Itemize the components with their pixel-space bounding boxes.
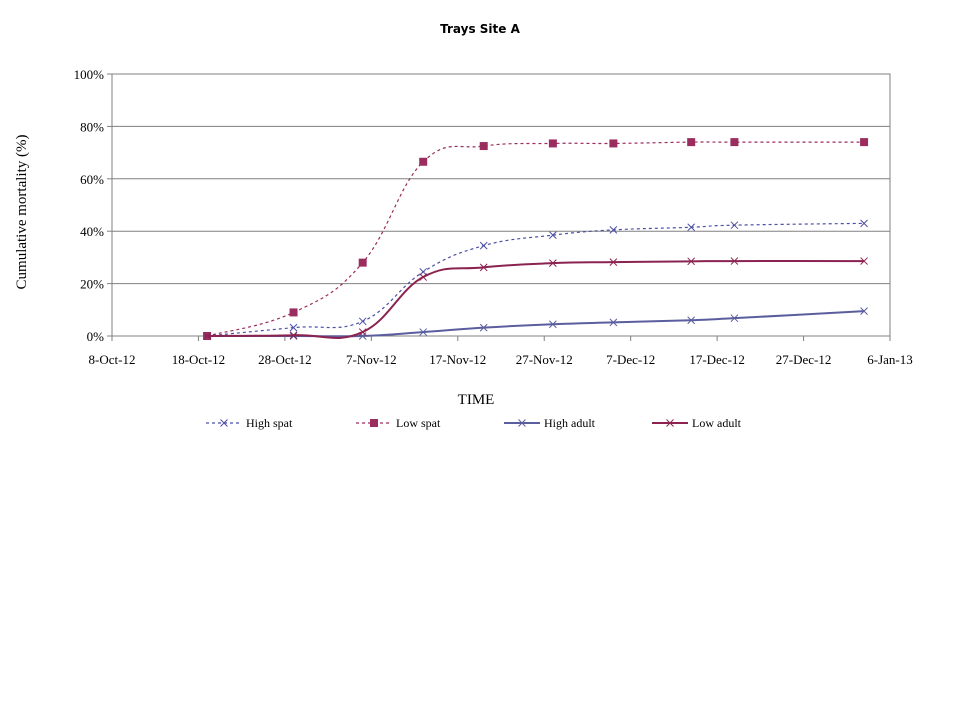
series-low-adult — [203, 257, 868, 340]
data-point — [730, 221, 739, 230]
data-point — [609, 318, 618, 327]
y-tick-label: 0% — [87, 329, 105, 344]
x-tick-label: 28-Oct-12 — [258, 352, 311, 367]
data-point — [549, 320, 557, 329]
plot-area — [111, 73, 891, 337]
data-point — [289, 323, 298, 332]
data-point — [358, 317, 367, 326]
legend-marker — [220, 419, 228, 427]
data-point — [730, 257, 739, 265]
legend-label: High adult — [544, 416, 596, 430]
series-line — [207, 310, 865, 338]
legend-marker — [666, 419, 674, 427]
data-point — [479, 241, 488, 250]
legend-item: High spat — [206, 416, 293, 430]
legend-label: Low adult — [692, 416, 742, 430]
data-point — [609, 258, 618, 266]
data-point — [548, 139, 557, 148]
y-tick-label: 100% — [74, 67, 105, 82]
y-tick-label: 60% — [80, 172, 104, 187]
data-point — [687, 316, 696, 325]
legend-marker — [370, 419, 378, 427]
data-point — [479, 263, 488, 272]
data-point — [730, 314, 739, 323]
data-point — [609, 226, 618, 234]
data-point — [419, 328, 428, 336]
data-point — [687, 223, 696, 232]
x-axis-label: TIME — [458, 392, 495, 408]
y-axis-ticks: 0% 20% 40% 60% 80% 100% — [74, 67, 112, 344]
legend-label: Low spat — [396, 416, 441, 430]
series-low-spat — [203, 138, 869, 340]
legend-item: Low adult — [652, 416, 742, 430]
x-tick-label: 17-Nov-12 — [429, 352, 486, 367]
legend: High spat Low spat High adult Low adult — [206, 416, 742, 430]
legend-marker — [518, 419, 526, 427]
legend-item: High adult — [504, 416, 596, 430]
legend-item: Low spat — [356, 416, 441, 430]
data-point — [860, 307, 868, 315]
x-tick-label: 6-Jan-13 — [867, 352, 913, 367]
data-point — [419, 157, 428, 166]
data-point — [419, 273, 428, 281]
data-point — [860, 257, 868, 265]
series-line — [206, 141, 865, 337]
data-point — [549, 231, 557, 239]
x-tick-label: 7-Dec-12 — [606, 352, 655, 367]
series-lines — [203, 138, 869, 340]
data-point — [479, 142, 488, 151]
series-line — [207, 222, 865, 337]
y-tick-label: 80% — [80, 119, 104, 134]
data-point — [479, 323, 488, 332]
y-tick-label: 20% — [80, 277, 104, 292]
x-tick-label: 27-Nov-12 — [516, 352, 573, 367]
data-point — [860, 219, 868, 228]
data-point — [358, 258, 367, 267]
series-high-spat — [203, 219, 868, 340]
data-point — [203, 332, 211, 340]
x-tick-label: 27-Dec-12 — [776, 352, 832, 367]
y-tick-label: 40% — [80, 224, 104, 239]
chart-title: Trays Site A — [440, 22, 520, 36]
data-point — [730, 138, 739, 147]
data-point — [549, 259, 557, 268]
x-tick-label: 18-Oct-12 — [172, 352, 225, 367]
series-line — [207, 260, 865, 339]
data-point — [609, 139, 618, 148]
x-axis-ticks: 8-Oct-12 18-Oct-12 28-Oct-12 7-Nov-12 17-Nov… — [89, 336, 913, 367]
x-tick-label: 7-Nov-12 — [346, 352, 397, 367]
data-point — [687, 138, 696, 147]
data-point — [358, 328, 367, 336]
legend-label: High spat — [246, 416, 293, 430]
gridlines — [112, 73, 890, 337]
data-point — [687, 257, 696, 266]
data-point — [289, 308, 298, 317]
x-tick-label: 17-Dec-12 — [689, 352, 745, 367]
x-tick-label: 8-Oct-12 — [89, 352, 136, 367]
y-axis-label: Cumulative mortality (%) — [14, 135, 30, 290]
data-point — [289, 331, 298, 340]
data-point — [860, 138, 869, 147]
